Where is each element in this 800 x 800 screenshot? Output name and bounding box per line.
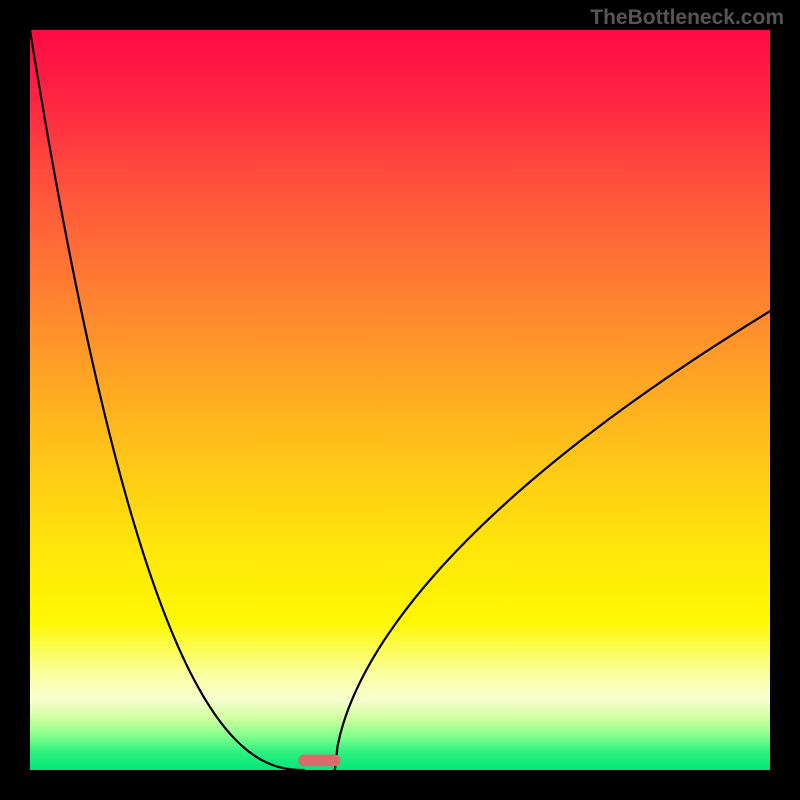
chart-root: TheBottleneck.com	[0, 0, 800, 800]
bottleneck-chart	[0, 0, 800, 800]
frame-right	[770, 0, 800, 800]
plot-background	[30, 30, 770, 770]
frame-top	[0, 0, 800, 30]
frame-left	[0, 0, 30, 800]
optimal-marker	[298, 754, 340, 766]
frame-bottom	[0, 770, 800, 800]
